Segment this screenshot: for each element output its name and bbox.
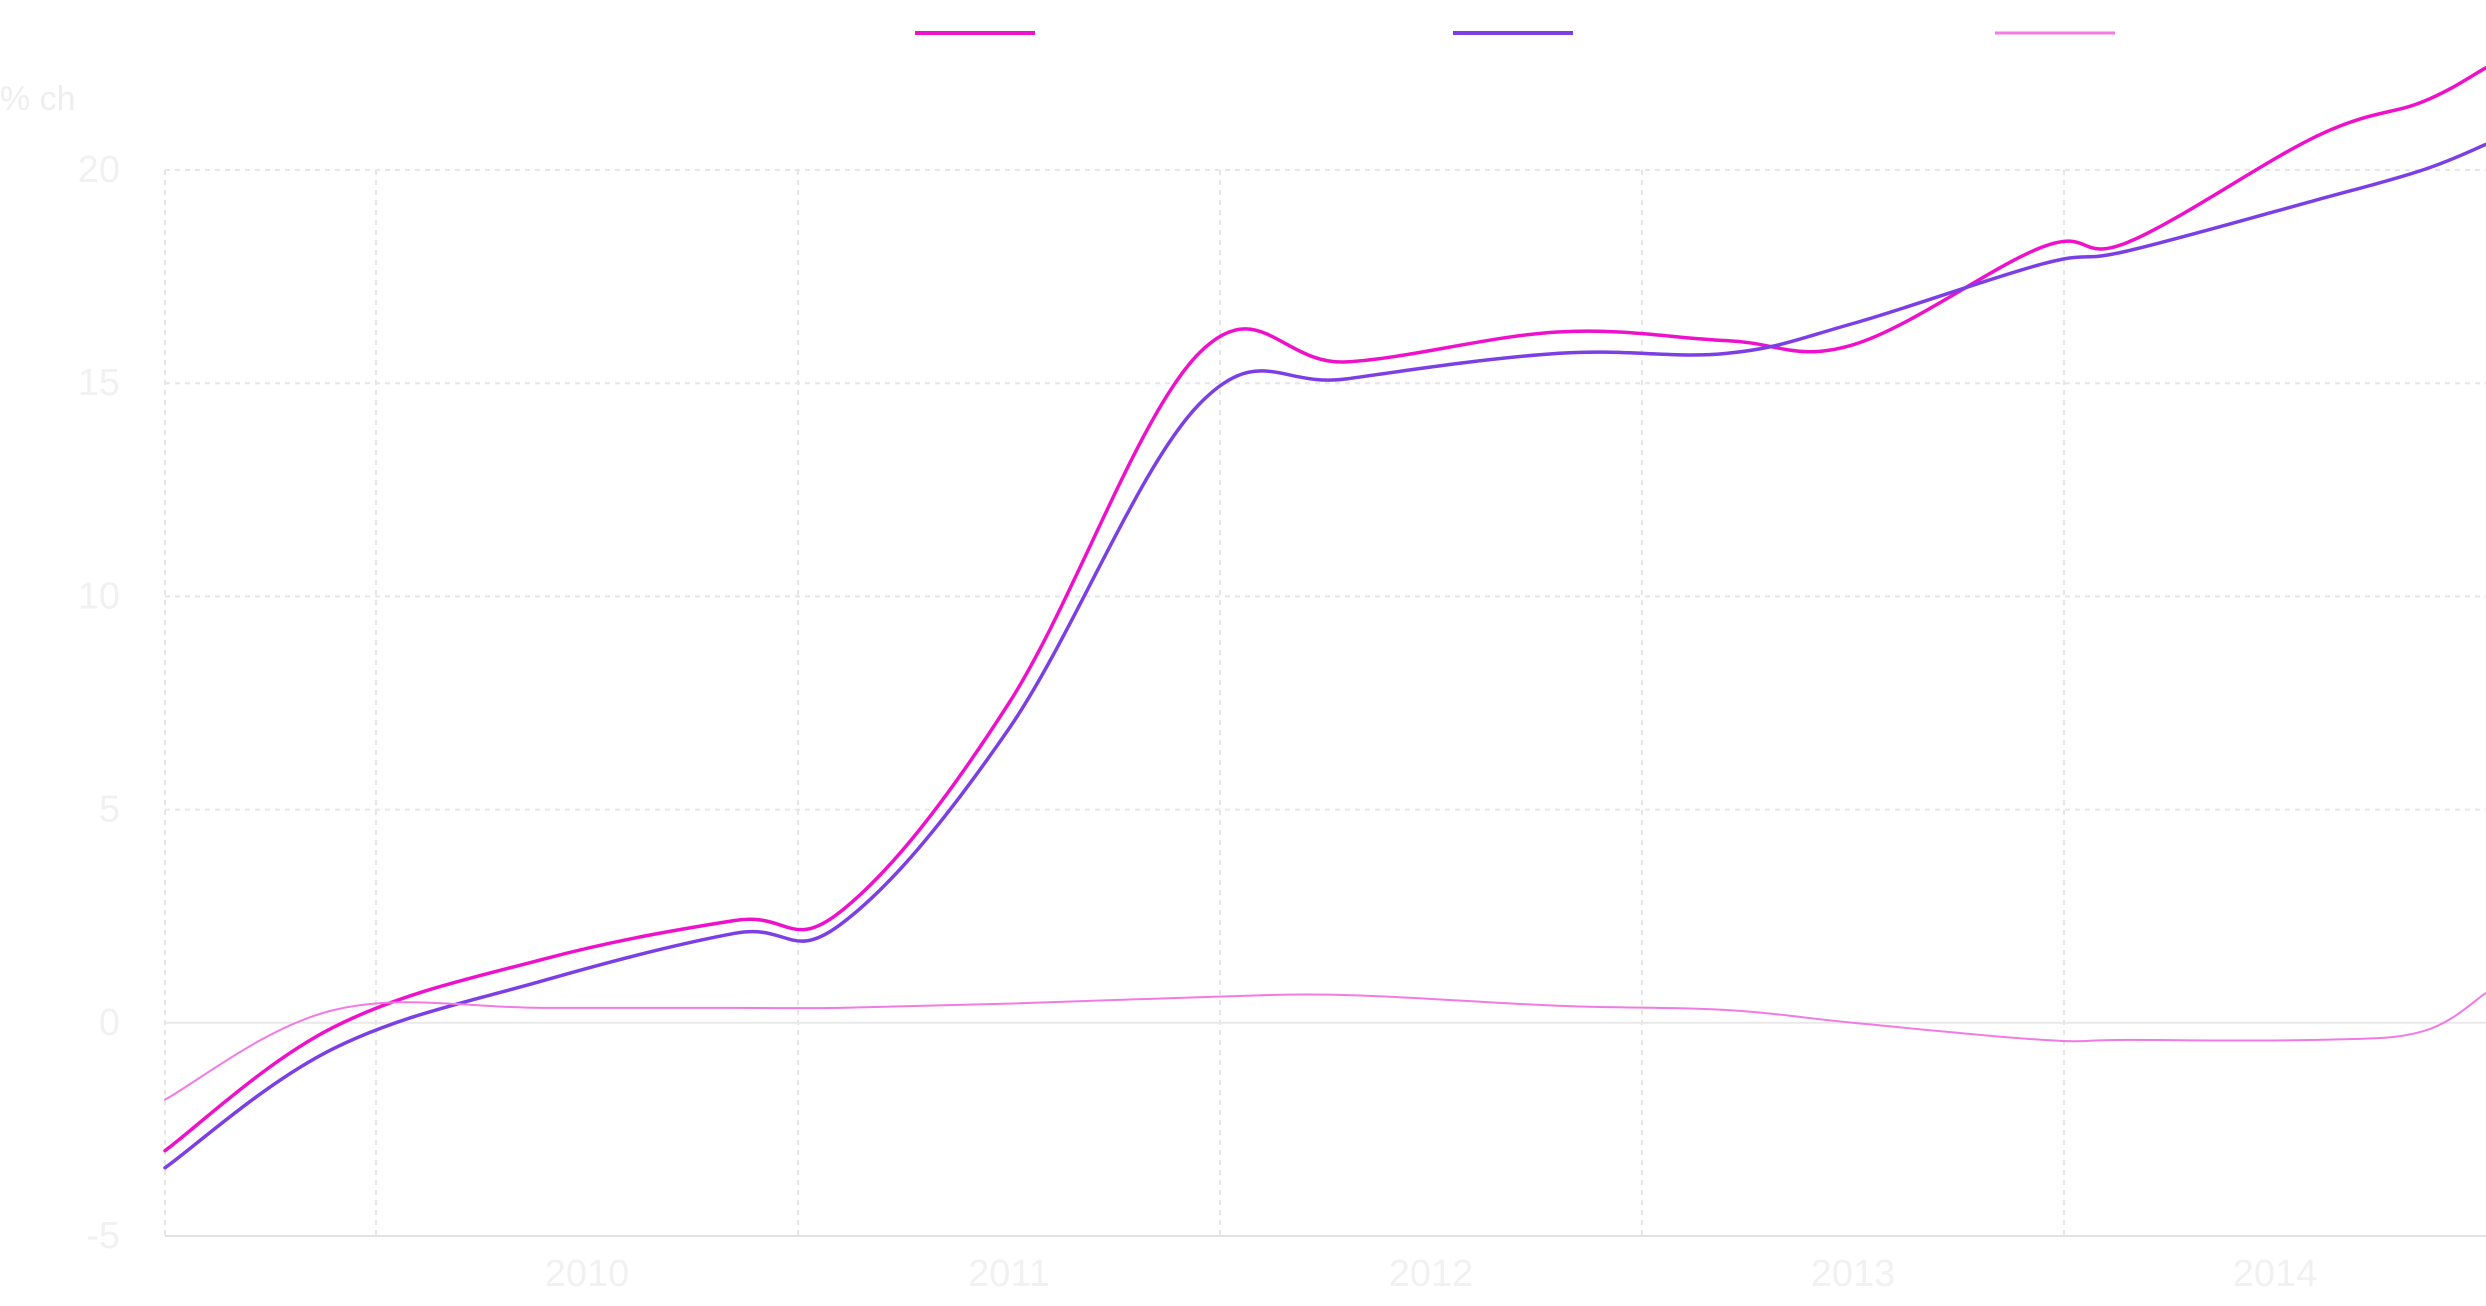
grid — [164, 169, 2486, 1237]
x-tick-label: 2011 — [968, 1253, 1050, 1295]
y-tick-label: 0 — [99, 1002, 120, 1044]
series-line-3 — [164, 992, 2486, 1101]
y-tick-label: -5 — [86, 1215, 120, 1257]
y-tick-label: 20 — [78, 149, 120, 191]
y-tick-label: 5 — [99, 789, 120, 831]
x-tick-label: 2014 — [2233, 1253, 2318, 1295]
y-tick-label: 10 — [78, 575, 120, 617]
x-tick-label: 2010 — [545, 1253, 630, 1295]
series-line-2 — [163, 142, 2486, 1170]
x-tick-label: 2013 — [1811, 1253, 1896, 1295]
unit-label: % ch — [0, 80, 76, 118]
series — [163, 65, 2486, 1170]
y-tick-label: 15 — [78, 362, 120, 404]
tick-labels: -5 0 5 10 15 20 2010 2011 2012 2013 2014 — [78, 149, 2318, 1295]
x-tick-label: 2012 — [1389, 1253, 1474, 1295]
series-line-1 — [163, 65, 2486, 1153]
